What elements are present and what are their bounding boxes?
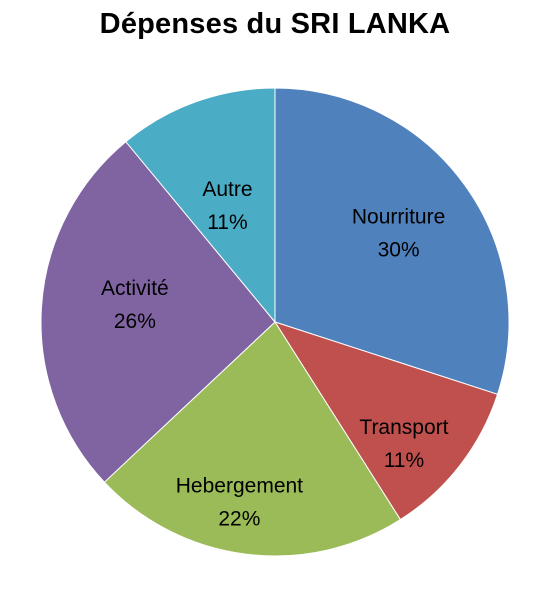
- slice-label-hebergement: Hebergement: [176, 474, 303, 497]
- pie-slice-autre: [125, 87, 276, 324]
- pie-slice-activite: [40, 140, 276, 483]
- slice-label-nourriture: Nourriture: [352, 205, 445, 228]
- chart-title: Dépenses du SRI LANKA: [99, 8, 451, 40]
- pie-slice-transport: [273, 321, 499, 521]
- slice-percent-autre: 11%: [207, 211, 247, 234]
- slice-percent-nourriture: 30%: [378, 238, 420, 261]
- pie-slice-hebergement: [103, 321, 402, 557]
- slice-label-autre: Autre: [202, 178, 252, 201]
- pie-slice-nourriture: [274, 87, 510, 395]
- slice-percent-transport: 11%: [384, 449, 424, 472]
- slice-label-activite: Activité: [101, 277, 169, 300]
- slice-percent-activite: 26%: [114, 310, 156, 333]
- slice-label-transport: Transport: [359, 416, 448, 439]
- slice-percent-hebergement: 22%: [218, 507, 260, 530]
